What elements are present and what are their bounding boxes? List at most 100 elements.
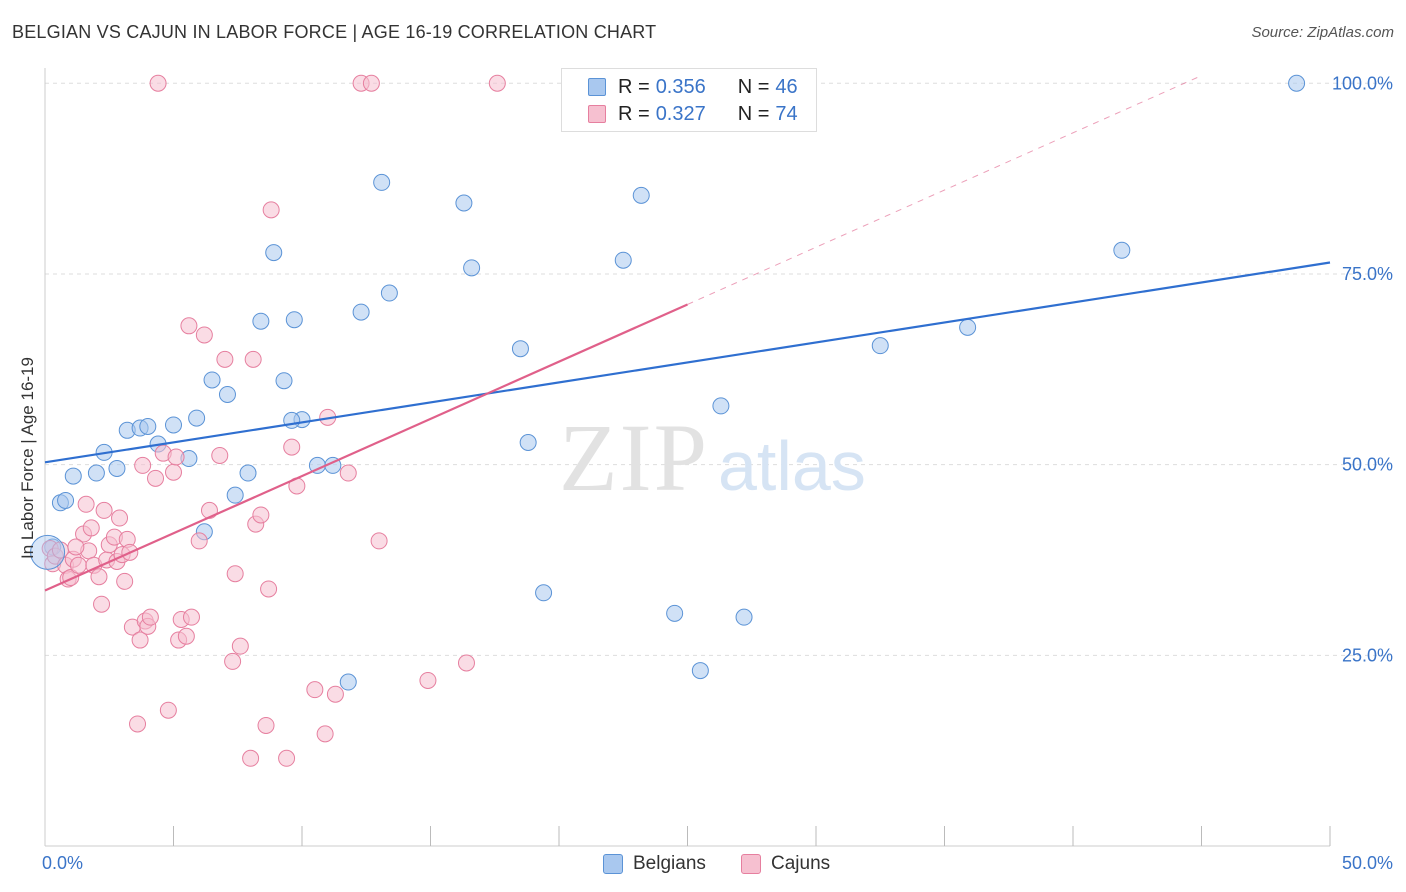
belgian-point (1288, 74, 1306, 92)
legend-box: R = 0.356 N = 46 R = 0.327 N = 74 (561, 68, 817, 132)
belgian-point (218, 385, 236, 403)
cajun-point (362, 74, 380, 92)
watermark-zip: ZIP (559, 404, 709, 511)
belgian-point (632, 186, 650, 204)
bottom-legend-cajuns: Cajuns (741, 852, 830, 876)
legend-r-value: 0.356 (655, 75, 706, 98)
legend-r-value: 0.327 (655, 102, 706, 125)
belgian-point (252, 312, 270, 330)
belgian-point (283, 411, 301, 429)
cajun-point (190, 532, 208, 550)
bottom-legend-belgians: Belgians (603, 852, 706, 876)
belgian-point (226, 486, 244, 504)
belgian-point (285, 311, 303, 329)
cajun-point (306, 681, 324, 699)
belgian-point (239, 464, 257, 482)
cajun-point (167, 448, 185, 466)
cajun-point (262, 201, 280, 219)
cajun-point (419, 671, 437, 689)
chart-title: BELGIAN VS CAJUN IN LABOR FORCE | AGE 16… (12, 22, 657, 42)
label-layer: 25.0% 50.0% 75.0% 100.0% 0.0% 50.0% (42, 73, 1393, 873)
cajun-point (316, 725, 334, 743)
belgian-point (511, 340, 529, 358)
legend-r-key: R = (618, 75, 650, 98)
bottom-legend-swatch-cajuns (741, 854, 761, 874)
legend-n-value: 46 (775, 75, 798, 98)
cajun-point (211, 446, 229, 464)
cajun-point (216, 350, 234, 368)
belgian-point (275, 372, 293, 390)
belgian-point (108, 459, 126, 477)
belgian-point (139, 417, 157, 435)
grid-layer (45, 82, 1390, 656)
y-tick-label: 100.0% (1332, 73, 1393, 93)
cajun-point (90, 568, 108, 586)
cajun-point (69, 556, 87, 574)
belgian-point (614, 251, 632, 269)
cajun-point (326, 685, 344, 703)
cajun-point (116, 572, 134, 590)
cajun-point (134, 456, 152, 474)
cajun-point (370, 532, 388, 550)
belgian-point (1113, 241, 1131, 259)
cajun-point (283, 438, 301, 456)
cajun-point (182, 608, 200, 626)
belgian-point (339, 673, 357, 691)
belgian-point (959, 318, 977, 336)
cajun-point (244, 350, 262, 368)
legend-r-key: R = (618, 102, 650, 125)
legend-swatch-belgians (588, 78, 606, 96)
belgian-point (30, 534, 66, 570)
cajun-point (226, 565, 244, 583)
cajun-point (77, 495, 95, 513)
belgian-point (535, 584, 553, 602)
cajun-point (141, 608, 159, 626)
cajun-point (488, 74, 506, 92)
cajun-point (180, 317, 198, 335)
trend-layer (44, 75, 1331, 592)
cajun-point (177, 627, 195, 645)
bottom-legend-swatch-belgians (603, 854, 623, 874)
belgian-point (165, 416, 182, 434)
cajun-point (149, 74, 167, 92)
legend-row-cajuns: R = 0.327 N = 74 (588, 102, 798, 126)
belgian-point (691, 662, 709, 680)
bottom-legend-label-belgians: Belgians (633, 853, 706, 874)
belgian-trend-line (44, 261, 1331, 464)
y-axis-label: In Labor Force | Age 16-19 (18, 357, 37, 559)
legend-n-key: N = (737, 102, 770, 125)
legend-row-belgians: R = 0.356 N = 46 (588, 75, 798, 99)
cajun-point (231, 637, 249, 655)
cajun-point (111, 509, 129, 527)
y-tick-label: 75.0% (1342, 264, 1393, 284)
x-tick-label: 50.0% (1342, 853, 1393, 873)
points-layer (30, 74, 1306, 767)
watermark: ZIP atlas (559, 404, 866, 511)
belgian-point (373, 173, 391, 191)
belgian-point (463, 259, 481, 277)
belgian-point (64, 467, 82, 485)
cajun-point (82, 519, 100, 537)
belgian-point (380, 284, 398, 302)
cajun-trend-line (44, 303, 688, 592)
cajun-point (260, 580, 278, 598)
legend-n-key: N = (737, 75, 770, 98)
legend-n-value: 74 (775, 102, 798, 125)
cajun-point (252, 506, 270, 524)
cajun-point (242, 749, 260, 767)
belgian-point (735, 608, 753, 626)
belgian-point (352, 303, 370, 321)
cajun-point (67, 538, 85, 556)
cajun-point (339, 464, 357, 482)
cajun-point (159, 701, 177, 719)
belgian-point (712, 397, 730, 415)
cajun-point (457, 654, 475, 672)
cajun-point (224, 652, 242, 670)
cajun-point (257, 716, 275, 734)
belgian-point (57, 491, 75, 509)
cajun-point (93, 595, 111, 613)
belgian-point (265, 244, 283, 262)
x-tick-label: 0.0% (42, 853, 83, 873)
